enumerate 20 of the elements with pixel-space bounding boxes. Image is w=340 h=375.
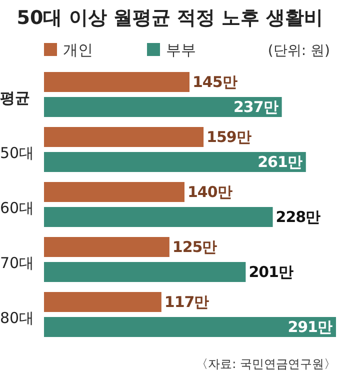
category-label: 70대 [0, 254, 34, 272]
category-label: 평균 [0, 89, 30, 108]
title: 50대 이상 월평균 적정 노후 생활비 [16, 7, 324, 29]
value-label: 117만 [164, 293, 209, 312]
value-label: 145만 [192, 73, 237, 92]
value-label: 237만 [234, 98, 278, 116]
value-label: 228만 [276, 208, 320, 226]
category-label: 60대 [0, 199, 34, 218]
category-label: 80대 [0, 309, 34, 328]
value-label: 261만 [258, 153, 302, 172]
value-label: 140만 [187, 183, 232, 202]
legend-label: 부부 [166, 41, 196, 59]
legend-label: 개인 [63, 41, 93, 59]
value-label: 125만 [172, 238, 217, 256]
category-label: 50대 [0, 144, 34, 162]
value-label: 159만 [206, 128, 251, 146]
annotation: (단위: 원) [268, 43, 330, 59]
annotation: 〈자료: 국민연금연구원〉 [196, 357, 336, 371]
value-label: 201만 [248, 263, 293, 282]
value-label: 291만 [288, 318, 332, 336]
